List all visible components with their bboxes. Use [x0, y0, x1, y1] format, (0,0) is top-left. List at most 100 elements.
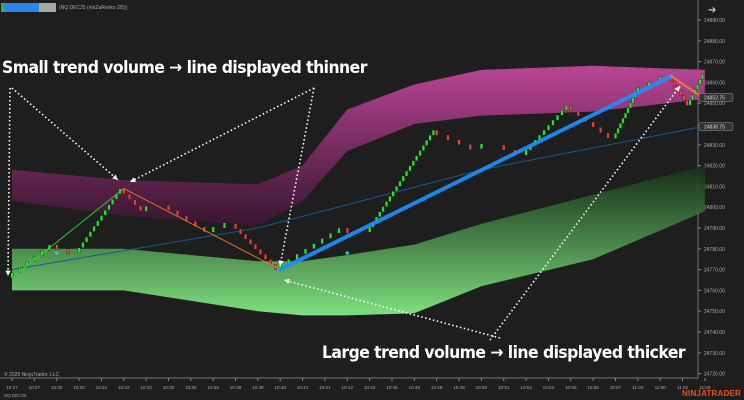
price-tick-label: 24750.00 — [704, 309, 725, 315]
up-brick — [320, 238, 324, 244]
time-tick-label: 11:05 — [699, 385, 711, 390]
trend-line-thick — [278, 74, 674, 272]
price-tick-label: 24770.00 — [704, 268, 725, 274]
up-brick — [111, 199, 115, 205]
ninjatrader-logo: NINJATRADER — [682, 389, 741, 398]
price-tick-label: 24820.00 — [704, 164, 725, 170]
down-brick — [66, 248, 70, 255]
up-brick — [626, 107, 630, 114]
signal-dot — [345, 251, 349, 255]
up-brick — [691, 94, 694, 101]
down-brick — [576, 110, 580, 117]
time-tick-label: 10:27 — [29, 385, 41, 390]
up-brick — [88, 231, 92, 237]
time-tick-label: 11:02 — [677, 385, 689, 390]
time-tick-label: 10:48 — [453, 385, 465, 390]
ema-line — [11, 125, 705, 271]
toolbar-secondary-button[interactable] — [39, 3, 56, 12]
up-brick — [411, 160, 415, 167]
time-tick-label: 10:56 — [587, 385, 599, 390]
time-tick-label: 10:29 — [51, 385, 63, 390]
price-tick-label: 24760.00 — [704, 288, 725, 294]
annotation-arrow — [7, 87, 11, 277]
down-brick — [673, 80, 676, 87]
arrow-right-icon[interactable]: ➔ — [708, 5, 717, 16]
price-tag — [698, 122, 734, 131]
annotation-arrow — [489, 85, 681, 341]
annotation-arrow-head — [130, 177, 136, 182]
up-brick — [77, 247, 81, 254]
price-tick-label: 24890.00 — [704, 18, 725, 24]
price-tick-label: 24860.00 — [704, 80, 725, 86]
price-tick-label: 24870.00 — [704, 60, 725, 66]
down-brick — [127, 194, 131, 200]
up-brick — [401, 175, 405, 182]
price-tick-label: 24740.00 — [704, 330, 725, 336]
lower-band — [12, 165, 705, 316]
down-brick — [446, 134, 450, 141]
time-tick-label: 10:39 — [252, 385, 264, 390]
toolbar-primary-button[interactable] — [4, 3, 39, 12]
down-brick — [193, 221, 197, 227]
up-brick — [542, 129, 546, 136]
time-tick-label: 10:38 — [230, 385, 242, 390]
up-brick — [222, 222, 226, 229]
price-tag-label: 24852.75 — [704, 95, 725, 101]
down-brick — [249, 238, 252, 245]
price-tick-label: 24880.00 — [704, 39, 725, 45]
time-tick-label: 10:42 — [342, 385, 354, 390]
time-tick-label: 10:44 — [364, 385, 376, 390]
up-brick — [391, 191, 395, 197]
up-brick — [431, 129, 435, 136]
time-tick-label: 11:00 — [655, 385, 667, 390]
annotation-arrow-head — [674, 86, 680, 92]
down-brick — [606, 132, 610, 139]
annotation-arrow-head — [284, 278, 290, 284]
up-brick — [696, 84, 699, 90]
chart-title: (NQ DEC25 (ninZaRenko 2/5)) — [59, 4, 128, 11]
up-brick — [564, 104, 568, 111]
time-tick-label: 10:55 — [565, 385, 577, 390]
down-brick — [591, 121, 595, 128]
annotation-arrow — [11, 87, 119, 181]
time-tick-label: 10:57 — [610, 385, 622, 390]
price-tag — [698, 93, 734, 102]
time-tick-label: 10:51 — [498, 385, 510, 390]
price-tick-label: 24730.00 — [704, 351, 725, 357]
up-brick — [555, 114, 559, 121]
up-brick — [211, 226, 215, 233]
time-tick-label: 10:27 — [6, 385, 18, 390]
up-brick — [398, 180, 402, 187]
up-brick — [378, 211, 382, 218]
up-brick — [621, 117, 625, 124]
up-brick — [547, 124, 550, 131]
up-brick — [524, 149, 528, 156]
time-tick-label: 10:40 — [274, 385, 286, 390]
time-tick-label: 10:32 — [118, 385, 130, 390]
annotation-arrow-head — [112, 174, 118, 180]
up-brick — [103, 209, 107, 216]
status-indicator — [1, 3, 4, 12]
time-tick-label: 10:48 — [431, 385, 443, 390]
down-brick — [682, 95, 686, 101]
down-brick — [345, 227, 349, 234]
down-brick — [435, 130, 439, 136]
up-brick — [698, 79, 702, 85]
time-tick-label: 10:46 — [409, 385, 421, 390]
down-brick — [239, 228, 243, 235]
up-brick — [96, 220, 100, 227]
time-tick-label: 10:53 — [543, 385, 555, 390]
time-tick-label: 11:00 — [632, 385, 644, 390]
up-brick — [428, 135, 432, 141]
up-brick — [408, 165, 412, 172]
up-brick — [551, 119, 555, 126]
chart-header: (NQ DEC25 (ninZaRenko 2/5)) — [1, 3, 127, 12]
up-brick — [560, 109, 564, 116]
price-tick-label: 24720.00 — [704, 372, 725, 378]
up-brick — [479, 143, 483, 150]
down-brick — [176, 210, 179, 216]
up-brick — [107, 204, 111, 211]
up-brick — [614, 133, 617, 139]
